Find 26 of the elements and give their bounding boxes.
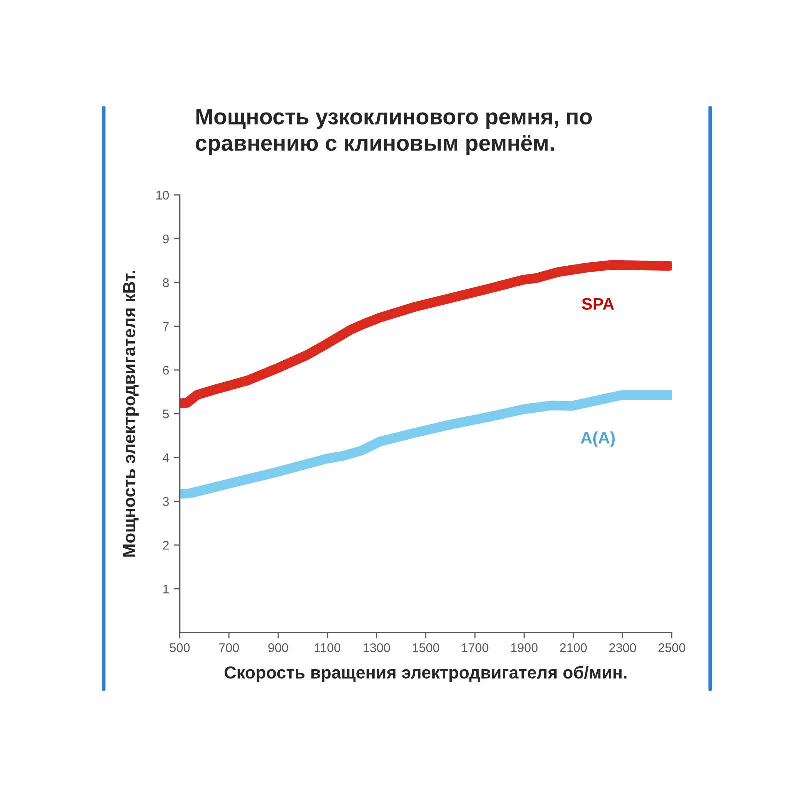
chart-title: Мощность узкоклинового ремня, по сравнению с клиновым ремнём.	[196, 109, 592, 156]
y-tick-label: 3	[163, 497, 170, 506]
y-tick-label: 8	[163, 278, 170, 288]
x-tick-label: 1900	[511, 644, 538, 652]
y-tick-label: 4	[162, 454, 170, 462]
y-tick-label: 5	[163, 410, 170, 419]
x-tick-label: 2100	[560, 644, 588, 652]
x-axis-title: Скорость вращения электродвигателя об/мин.	[224, 666, 627, 682]
x-tick-label: 1500	[413, 644, 440, 652]
y-axis-title: Мощность электродвигателя кВт.	[123, 271, 140, 557]
y-tick-label: 7	[163, 322, 169, 332]
x-tick-label: 2500	[658, 644, 686, 652]
y-tick-label: 10	[156, 191, 170, 200]
x-tick-label: 1300	[364, 644, 390, 652]
y-tick-label: 1	[164, 584, 169, 594]
y-tick-label: 2	[163, 541, 169, 550]
x-tick-label: 900	[268, 644, 288, 652]
x-tick-label: 1100	[315, 644, 341, 652]
series-label: SPA	[582, 298, 614, 310]
x-tick-label: 700	[219, 644, 240, 652]
x-tick-label: 2300	[610, 644, 636, 652]
x-tick-label: 500	[170, 644, 190, 652]
y-tick-label: 6	[163, 366, 170, 375]
series-label: A(A)	[581, 432, 615, 448]
y-tick-label: 9	[163, 234, 169, 244]
x-tick-label: 1700	[462, 644, 489, 652]
